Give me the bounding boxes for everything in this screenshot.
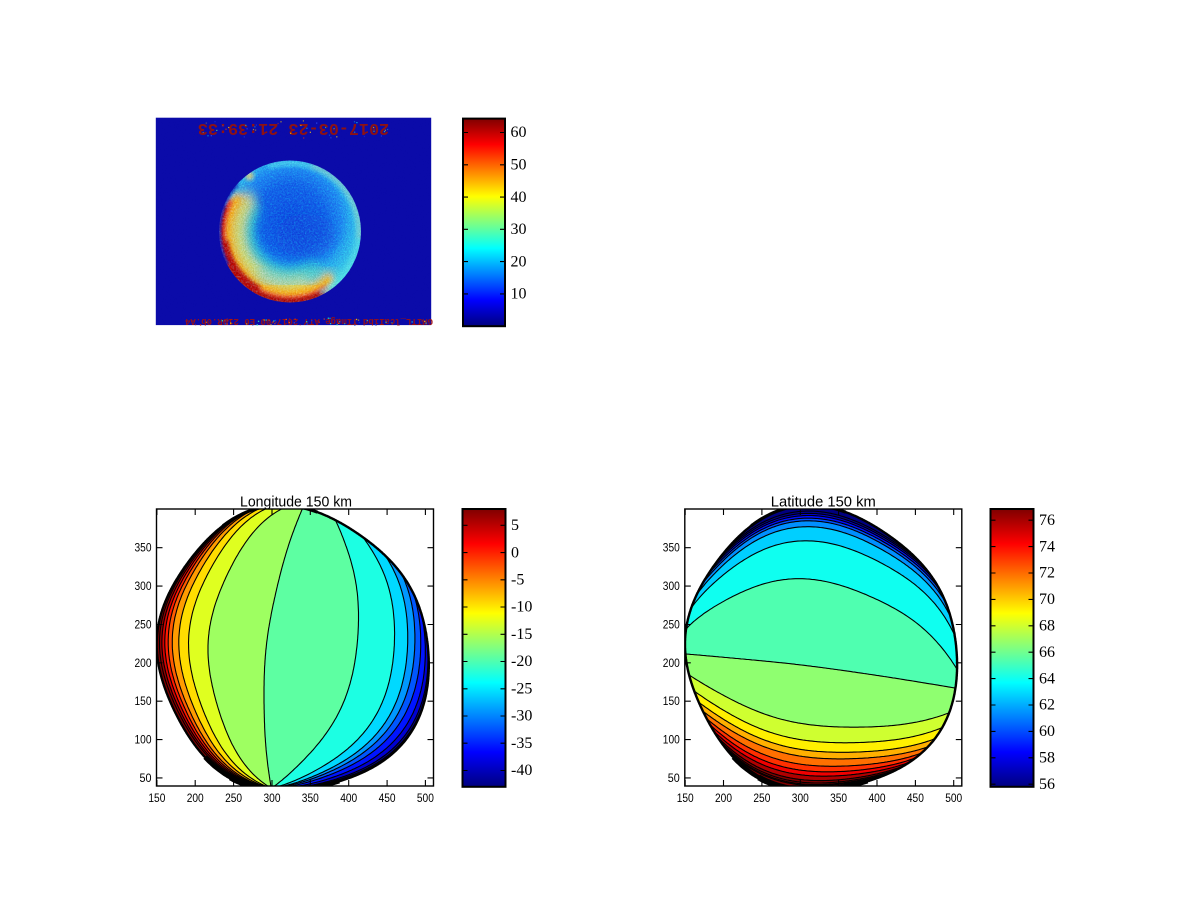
svg-text:350: 350 xyxy=(135,541,152,555)
svg-text:-10: -10 xyxy=(511,599,532,616)
svg-text:300: 300 xyxy=(264,791,281,805)
svg-text:150: 150 xyxy=(148,791,165,805)
svg-text:-35: -35 xyxy=(511,735,532,752)
svg-text:450: 450 xyxy=(907,791,924,805)
svg-text:200: 200 xyxy=(187,791,204,805)
svg-text:350: 350 xyxy=(302,791,319,805)
svg-text:76: 76 xyxy=(1039,512,1055,529)
svg-text:68: 68 xyxy=(1039,618,1055,635)
svg-text:-5: -5 xyxy=(511,572,524,589)
svg-text:GMITL_lcaIibd TImage ATY 2017: GMITL_lcaIibd TImage ATY 2017 00 E0 210R… xyxy=(184,316,433,326)
svg-text:10: 10 xyxy=(511,286,527,303)
svg-text:66: 66 xyxy=(1039,644,1055,661)
svg-text:40: 40 xyxy=(511,189,527,206)
svg-text:300: 300 xyxy=(135,579,152,593)
svg-text:200: 200 xyxy=(715,791,732,805)
svg-text:62: 62 xyxy=(1039,697,1055,714)
svg-text:-20: -20 xyxy=(511,653,532,670)
svg-text:300: 300 xyxy=(663,579,680,593)
svg-text:2017-03-23 21:39:33: 2017-03-23 21:39:33 xyxy=(198,118,389,137)
svg-text:60: 60 xyxy=(1039,723,1055,740)
svg-text:-25: -25 xyxy=(511,681,532,698)
svg-text:150: 150 xyxy=(663,694,680,708)
svg-text:74: 74 xyxy=(1039,538,1055,555)
svg-text:50: 50 xyxy=(511,157,527,174)
svg-text:56: 56 xyxy=(1039,776,1055,793)
svg-text:250: 250 xyxy=(225,791,242,805)
svg-text:200: 200 xyxy=(663,656,680,670)
svg-text:Longitude 150 km: Longitude 150 km xyxy=(240,494,352,511)
svg-text:-30: -30 xyxy=(511,708,532,725)
svg-text:450: 450 xyxy=(379,791,396,805)
svg-text:50: 50 xyxy=(668,771,680,785)
svg-text:400: 400 xyxy=(869,791,886,805)
svg-text:150: 150 xyxy=(135,694,152,708)
svg-text:72: 72 xyxy=(1039,565,1055,582)
svg-text:0: 0 xyxy=(511,544,519,561)
svg-text:-15: -15 xyxy=(511,626,532,643)
svg-text:500: 500 xyxy=(945,791,962,805)
svg-text:400: 400 xyxy=(340,791,357,805)
svg-text:100: 100 xyxy=(135,733,152,747)
svg-text:-40: -40 xyxy=(511,762,532,779)
svg-text:64: 64 xyxy=(1039,670,1055,687)
svg-text:30: 30 xyxy=(511,221,527,238)
svg-text:Latitude 150 km: Latitude 150 km xyxy=(771,494,876,511)
svg-text:150: 150 xyxy=(677,791,694,805)
svg-text:300: 300 xyxy=(792,791,809,805)
svg-text:60: 60 xyxy=(511,124,527,141)
svg-text:5: 5 xyxy=(511,517,519,534)
svg-text:250: 250 xyxy=(135,618,152,632)
svg-text:50: 50 xyxy=(140,771,152,785)
svg-text:350: 350 xyxy=(830,791,847,805)
svg-text:58: 58 xyxy=(1039,750,1055,767)
svg-text:200: 200 xyxy=(135,656,152,670)
svg-text:350: 350 xyxy=(663,541,680,555)
svg-text:250: 250 xyxy=(663,618,680,632)
svg-text:100: 100 xyxy=(663,733,680,747)
svg-text:20: 20 xyxy=(511,253,527,270)
svg-text:70: 70 xyxy=(1039,591,1055,608)
svg-text:250: 250 xyxy=(753,791,770,805)
svg-text:500: 500 xyxy=(417,791,434,805)
